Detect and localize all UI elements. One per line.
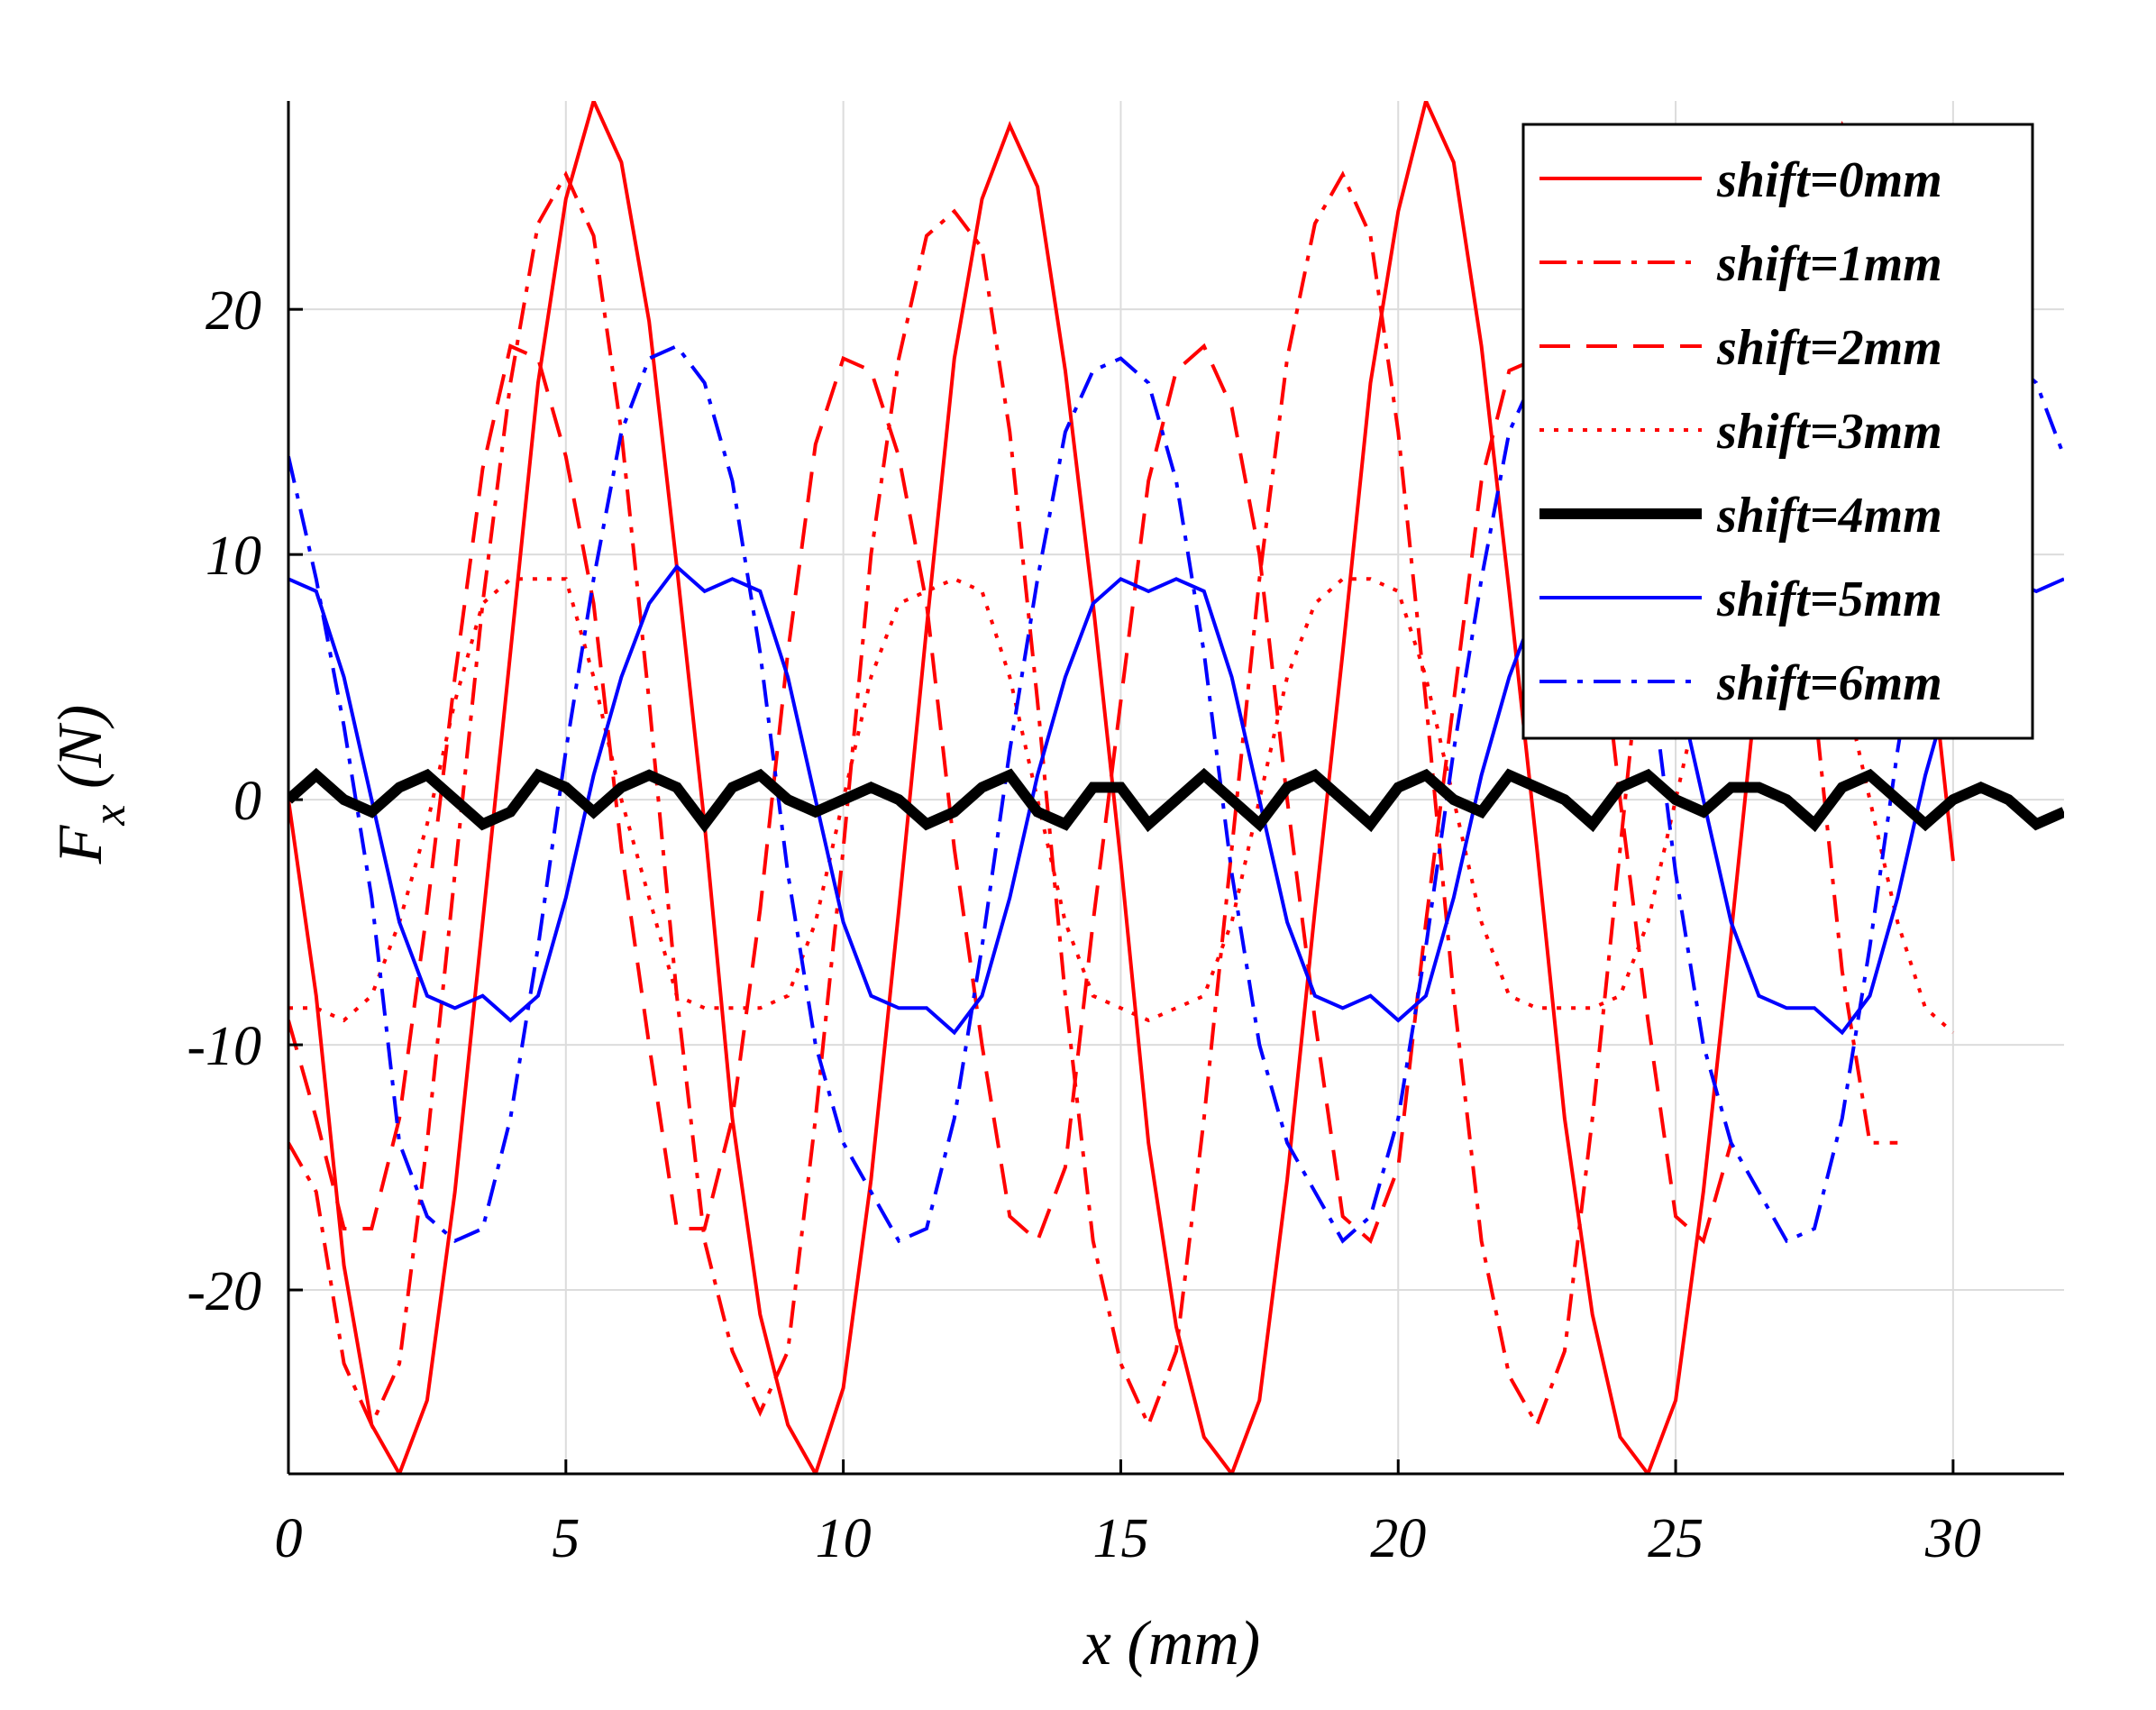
x-tick-label-1: 5: [552, 1508, 580, 1569]
legend-label-shift=2mm: shift=2mm: [1716, 320, 1942, 376]
series-line-shift=5mm: [288, 563, 2064, 1036]
series-line-shift=0mm: [288, 101, 1955, 1474]
legend-label-shift=4mm: shift=4mm: [1716, 488, 1942, 544]
ticks: 0 5 10 15 20 25 30 -20 -10 0 10 20: [187, 280, 1981, 1569]
y-tick-label-1: -10: [187, 1016, 261, 1077]
legend: shift=0mm shift=1mm shift=2mm shift=3mm shif…: [1521, 123, 2034, 740]
y-tick-label-4: 20: [206, 280, 261, 342]
x-tick-label-0: 0: [275, 1508, 303, 1569]
legend-label-shift=0mm: shift=0mm: [1716, 152, 1942, 208]
x-tick-label-3: 15: [1092, 1508, 1148, 1569]
legend-label-shift=3mm: shift=3mm: [1716, 404, 1942, 460]
y-axis-title-main: F: [46, 824, 115, 864]
x-tick-label-5: 25: [1648, 1508, 1704, 1569]
x-tick-label-6: 30: [1924, 1508, 1981, 1569]
y-axis-title-sub: x: [84, 804, 135, 826]
y-axis-title: Fx (N): [46, 705, 135, 865]
legend-label-shift=5mm: shift=5mm: [1716, 572, 1942, 627]
legend-label-shift=6mm: shift=6mm: [1716, 655, 1942, 711]
series-line-shift=3mm: [288, 577, 1955, 1034]
x-axis-title: x (mm): [1083, 1609, 1260, 1678]
x-tick-label-4: 20: [1370, 1508, 1426, 1569]
x-tick-label-2: 10: [816, 1508, 872, 1569]
svg-text:Fx (N): Fx (N): [46, 705, 135, 865]
axes: [287, 101, 2064, 1476]
series-line-shift=4mm: [288, 767, 2064, 834]
legend-label-shift=1mm: shift=1mm: [1716, 236, 1942, 292]
series-line-shift=1mm: [288, 170, 1898, 1430]
y-tick-label-3: 10: [206, 526, 261, 587]
y-axis-title-unit: (N): [46, 705, 115, 789]
series-line-shift=2mm: [288, 343, 1733, 1245]
series-layer: [288, 101, 2064, 1474]
legend-box: [1521, 123, 2034, 740]
y-tick-label-2: 0: [233, 771, 261, 832]
y-tick-label-0: -20: [187, 1261, 261, 1322]
series-line-shift=6mm: [288, 343, 2064, 1244]
